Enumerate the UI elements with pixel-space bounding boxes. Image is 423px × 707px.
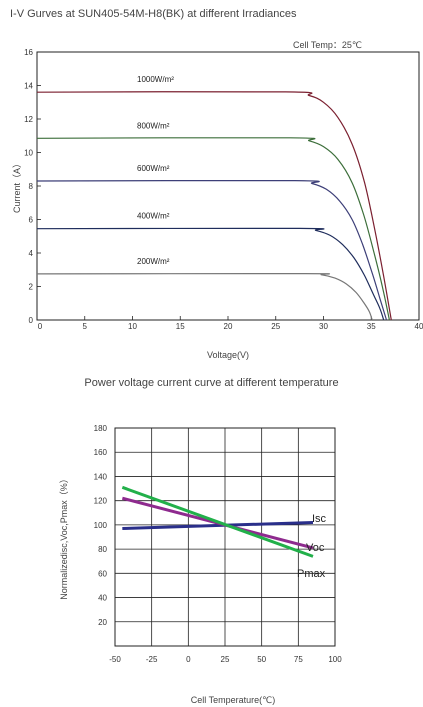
y-axis-label: Current（A） (12, 159, 22, 213)
series-line-pmax (121, 485, 314, 558)
y-tick-label: 8 (29, 182, 34, 191)
x-tick-label: 20 (224, 322, 233, 331)
series-label-voc: Voc (306, 542, 325, 554)
y-tick-label: 100 (94, 521, 108, 530)
plot-frame (114, 427, 336, 647)
iv-chart: 0 5 10 15 20 25 30 35 40 0 2 4 6 8 10 12 14 16 Voltage(V) C… (12, 40, 423, 360)
y-tick-label: 4 (29, 249, 34, 258)
iv-curve-label: 200W/m² (137, 257, 170, 266)
y-tick-label: 60 (98, 569, 107, 578)
x-tick-label: 50 (257, 655, 266, 664)
iv-curve-label: 800W/m² (137, 121, 170, 130)
iv-curve-label: 400W/m² (137, 212, 170, 221)
x-tick-label: 35 (367, 322, 376, 331)
series-line-isc (122, 520, 314, 531)
y-tick-label: 0 (29, 316, 34, 325)
x-tick-label: 25 (221, 655, 230, 664)
x-axis-label: Cell Temperature(℃) (191, 695, 275, 705)
y-tick-label: 120 (94, 497, 108, 506)
x-tick-label: 100 (328, 655, 342, 664)
x-tick-label: -25 (146, 655, 158, 664)
y-tick-label: 80 (98, 545, 107, 554)
x-tick-label: 40 (415, 322, 423, 331)
x-tick-label: -50 (109, 655, 121, 664)
iv-chart-title: I-V Gurves at SUN405-54M-H8(BK) at diffe… (10, 8, 297, 20)
y-tick-label: 180 (94, 424, 108, 433)
x-tick-label: 0 (38, 322, 43, 331)
x-tick-label: 30 (319, 322, 328, 331)
x-tick-label: 0 (186, 655, 191, 664)
y-tick-label: 160 (94, 448, 108, 457)
temperature-chart-title: Power voltage current curve at different… (84, 377, 339, 389)
iv-curve-400 (36, 227, 385, 321)
x-tick-label: 75 (294, 655, 303, 664)
y-tick-label: 2 (29, 283, 34, 292)
x-tick-label: 5 (83, 322, 88, 331)
y-tick-label: 20 (98, 618, 107, 627)
iv-curve-label: 600W/m² (137, 164, 170, 173)
series-label-isc: Isc (312, 513, 327, 525)
iv-curve-1000 (36, 91, 392, 321)
y-tick-label: 10 (24, 149, 33, 158)
y-tick-label: 16 (24, 48, 33, 57)
y-tick-label: 6 (29, 216, 34, 225)
iv-curve-200 (36, 272, 373, 321)
y-tick-label: 40 (98, 594, 107, 603)
series-label-pmax: Pmax (297, 568, 326, 580)
y-tick-label: 140 (94, 472, 108, 481)
iv-curve-label: 1000W/m² (137, 75, 174, 84)
cell-temp-annotation: Cell Temp：25℃ (293, 40, 362, 50)
x-axis-label: Voltage(V) (207, 350, 249, 360)
y-tick-label: 14 (24, 82, 33, 91)
iv-curve-800 (36, 137, 390, 321)
y-axis-label: Normalizedisc,Voc,Pmax（%） (59, 474, 69, 600)
y-tick-label: 12 (24, 115, 33, 124)
x-tick-label: 25 (271, 322, 280, 331)
x-tick-label: 10 (128, 322, 137, 331)
x-tick-label: 15 (176, 322, 185, 331)
iv-curve-600 (36, 179, 388, 321)
